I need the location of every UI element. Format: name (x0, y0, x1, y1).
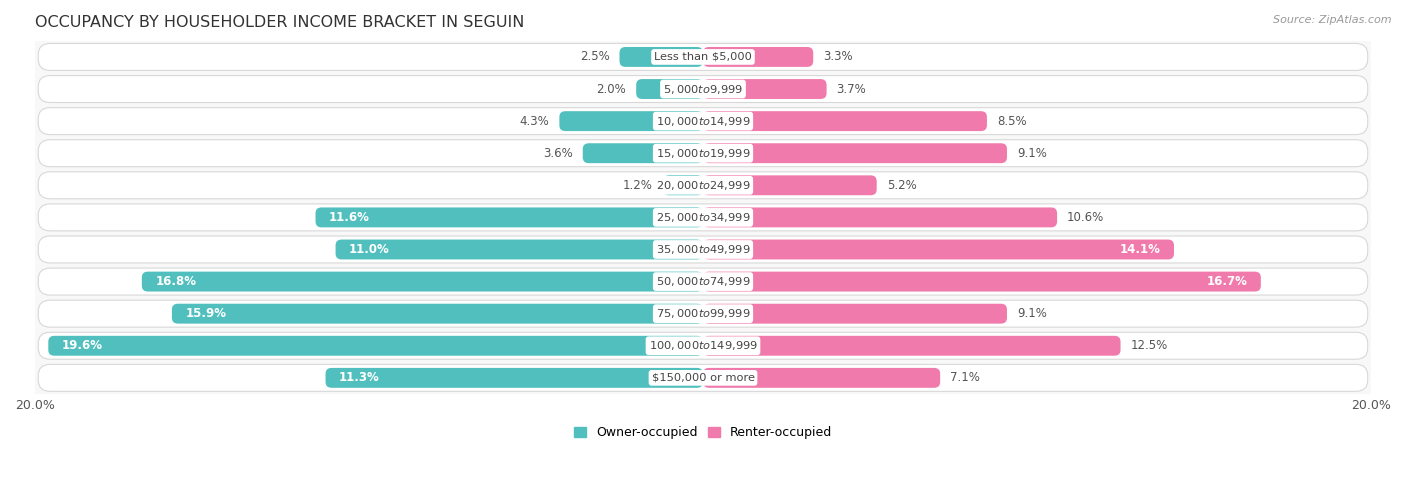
Text: 19.6%: 19.6% (62, 339, 103, 352)
Text: 7.1%: 7.1% (950, 372, 980, 384)
Text: 3.7%: 3.7% (837, 82, 866, 95)
Text: $100,000 to $149,999: $100,000 to $149,999 (648, 339, 758, 352)
FancyBboxPatch shape (560, 111, 703, 131)
FancyBboxPatch shape (662, 175, 703, 195)
Text: $35,000 to $49,999: $35,000 to $49,999 (655, 243, 751, 256)
Text: 16.7%: 16.7% (1206, 275, 1247, 288)
Text: 1.2%: 1.2% (623, 179, 652, 192)
FancyBboxPatch shape (703, 304, 1007, 324)
FancyBboxPatch shape (703, 207, 1057, 227)
Text: 5.2%: 5.2% (887, 179, 917, 192)
Text: 11.3%: 11.3% (339, 372, 380, 384)
FancyBboxPatch shape (38, 204, 1368, 231)
FancyBboxPatch shape (38, 364, 1368, 392)
FancyBboxPatch shape (315, 207, 703, 227)
Text: $10,000 to $14,999: $10,000 to $14,999 (655, 114, 751, 128)
FancyBboxPatch shape (38, 140, 1368, 167)
Text: 3.3%: 3.3% (824, 51, 853, 63)
Text: 9.1%: 9.1% (1017, 147, 1047, 160)
FancyBboxPatch shape (38, 268, 1368, 295)
FancyBboxPatch shape (703, 240, 1174, 260)
Text: 3.6%: 3.6% (543, 147, 572, 160)
Text: 2.0%: 2.0% (596, 82, 626, 95)
FancyBboxPatch shape (142, 272, 703, 292)
FancyBboxPatch shape (703, 368, 941, 388)
FancyBboxPatch shape (336, 240, 703, 260)
Text: OCCUPANCY BY HOUSEHOLDER INCOME BRACKET IN SEGUIN: OCCUPANCY BY HOUSEHOLDER INCOME BRACKET … (35, 15, 524, 30)
FancyBboxPatch shape (38, 108, 1368, 134)
Text: 8.5%: 8.5% (997, 114, 1026, 128)
Text: 16.8%: 16.8% (155, 275, 197, 288)
FancyBboxPatch shape (582, 143, 703, 163)
FancyBboxPatch shape (703, 143, 1007, 163)
FancyBboxPatch shape (703, 272, 1261, 292)
FancyBboxPatch shape (38, 300, 1368, 327)
FancyBboxPatch shape (703, 47, 813, 67)
FancyBboxPatch shape (703, 175, 877, 195)
Text: 10.6%: 10.6% (1067, 211, 1104, 224)
FancyBboxPatch shape (703, 79, 827, 99)
FancyBboxPatch shape (38, 236, 1368, 263)
Text: Less than $5,000: Less than $5,000 (654, 52, 752, 62)
Text: 4.3%: 4.3% (520, 114, 550, 128)
Text: 12.5%: 12.5% (1130, 339, 1168, 352)
Text: $25,000 to $34,999: $25,000 to $34,999 (655, 211, 751, 224)
FancyBboxPatch shape (38, 172, 1368, 199)
FancyBboxPatch shape (48, 336, 703, 356)
Text: $5,000 to $9,999: $5,000 to $9,999 (664, 82, 742, 95)
FancyBboxPatch shape (703, 111, 987, 131)
Text: $150,000 or more: $150,000 or more (651, 373, 755, 383)
FancyBboxPatch shape (38, 43, 1368, 71)
FancyBboxPatch shape (38, 75, 1368, 102)
FancyBboxPatch shape (636, 79, 703, 99)
FancyBboxPatch shape (326, 368, 703, 388)
Text: $50,000 to $74,999: $50,000 to $74,999 (655, 275, 751, 288)
Legend: Owner-occupied, Renter-occupied: Owner-occupied, Renter-occupied (568, 421, 838, 444)
FancyBboxPatch shape (703, 336, 1121, 356)
Text: 14.1%: 14.1% (1119, 243, 1160, 256)
Text: $75,000 to $99,999: $75,000 to $99,999 (655, 307, 751, 320)
Text: Source: ZipAtlas.com: Source: ZipAtlas.com (1274, 15, 1392, 25)
Text: 2.5%: 2.5% (579, 51, 609, 63)
FancyBboxPatch shape (620, 47, 703, 67)
Text: 11.0%: 11.0% (349, 243, 389, 256)
Text: 15.9%: 15.9% (186, 307, 226, 320)
Text: 11.6%: 11.6% (329, 211, 370, 224)
Text: $20,000 to $24,999: $20,000 to $24,999 (655, 179, 751, 192)
Text: 9.1%: 9.1% (1017, 307, 1047, 320)
Text: $15,000 to $19,999: $15,000 to $19,999 (655, 147, 751, 160)
FancyBboxPatch shape (38, 332, 1368, 359)
FancyBboxPatch shape (172, 304, 703, 324)
